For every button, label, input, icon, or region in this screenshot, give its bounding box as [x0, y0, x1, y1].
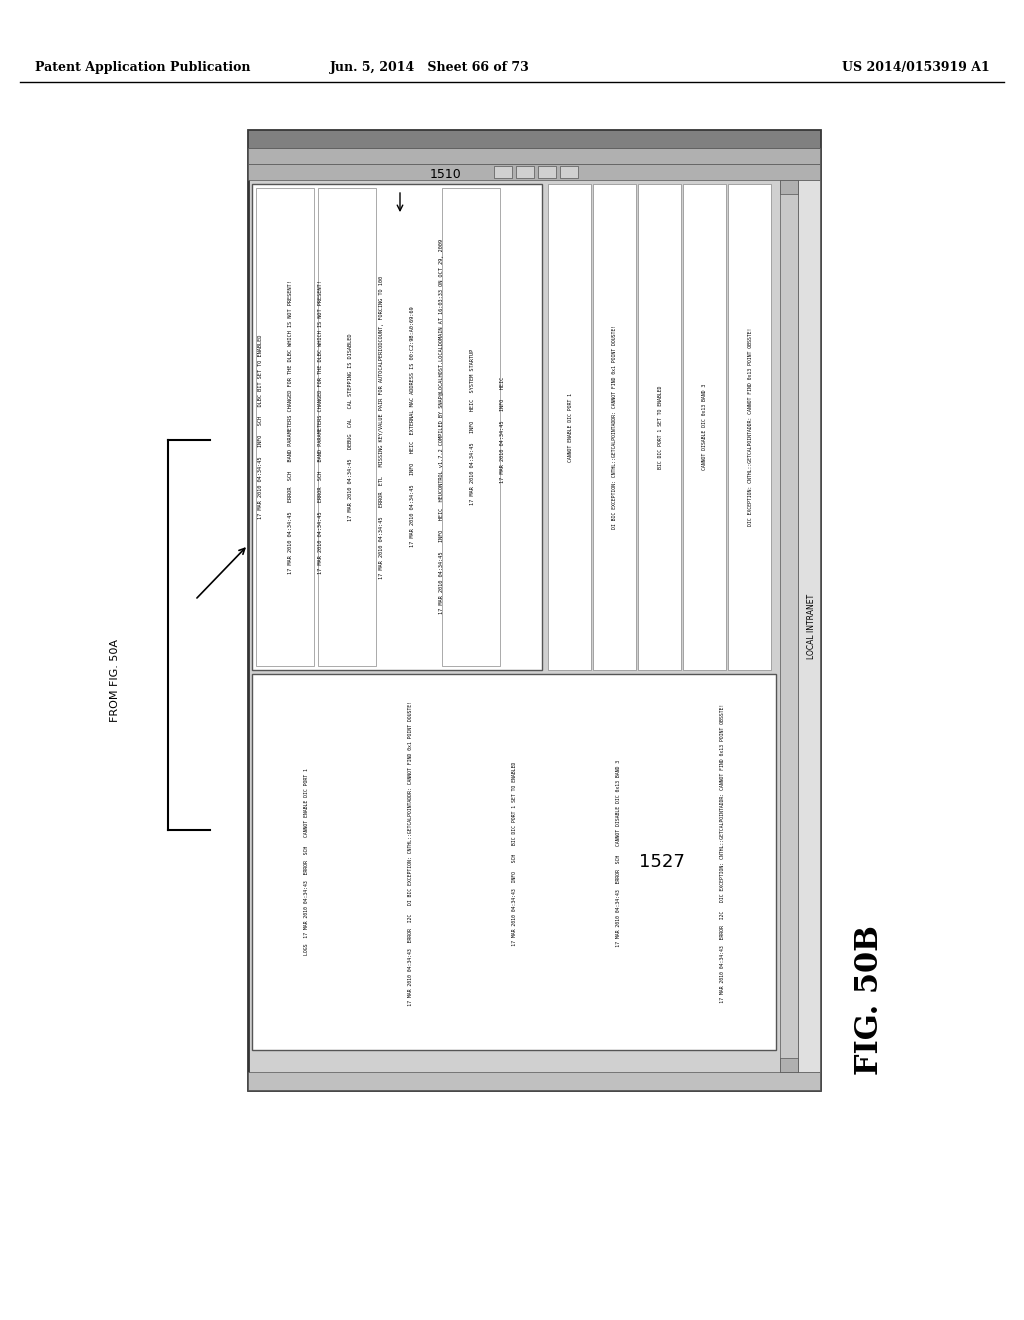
Text: 17 MAR 2010 04:34:45   DEBUG  CAL   CAL STEPPING IS DISABLED: 17 MAR 2010 04:34:45 DEBUG CAL CAL STEPP… [348, 333, 353, 521]
Bar [248, 1072, 820, 1090]
Bar [248, 129, 820, 1090]
Bar [560, 166, 578, 178]
Text: 17 MAR 2010 04:34:43  ERROR  I2C   DI BIC EXCEPTION: CNTHL::GETCALPOINTADDR: CAN: 17 MAR 2010 04:34:43 ERROR I2C DI BIC EX… [408, 701, 413, 1023]
Text: LOCAL INTRANET: LOCAL INTRANET [808, 594, 816, 659]
Text: 17 MAR 2010 04:34:45   ERROR  SCH   BAND PARAMETERS CHANGED FOR THE DLBC WHICH I: 17 MAR 2010 04:34:45 ERROR SCH BAND PARA… [288, 280, 293, 574]
Bar [538, 166, 556, 178]
Bar [252, 183, 542, 671]
Bar [252, 675, 776, 1049]
Bar [638, 183, 681, 671]
Text: 1527: 1527 [639, 853, 685, 871]
Bar [780, 180, 798, 194]
Bar [683, 183, 726, 671]
Bar [728, 183, 771, 671]
Text: DIC EXCEPTION: CNTHL::GETCALPOINTADDR: CANNOT FIND 0x13 POINT OBSSTE!: DIC EXCEPTION: CNTHL::GETCALPOINTADDR: C… [748, 327, 753, 527]
Bar [798, 180, 820, 1072]
Bar [248, 129, 820, 148]
Bar [593, 183, 636, 671]
Text: 17 MAR 2010 04:34:45   ERROR  SCH   BAND PARAMETERS CHANGED FOR THE DLBC WHICH I: 17 MAR 2010 04:34:45 ERROR SCH BAND PARA… [317, 280, 323, 574]
Text: Jun. 5, 2014   Sheet 66 of 73: Jun. 5, 2014 Sheet 66 of 73 [330, 62, 529, 74]
Text: BIC DIC PORT 1 SET TO ENABLED: BIC DIC PORT 1 SET TO ENABLED [657, 385, 663, 469]
Text: FROM FIG. 50A: FROM FIG. 50A [110, 639, 120, 722]
Bar [318, 187, 376, 667]
Text: 17 MAR 2010 04:34:45   INFO   HEIC: 17 MAR 2010 04:34:45 INFO HEIC [501, 371, 506, 483]
Text: 17 MAR 2010 04:34:43  ERROR  I2C   DIC EXCEPTION: CNTHL::GETCALPOINTADDR: CANNOT: 17 MAR 2010 04:34:43 ERROR I2C DIC EXCEP… [720, 704, 725, 1020]
Bar [548, 183, 591, 671]
Text: US 2014/0153919 A1: US 2014/0153919 A1 [843, 62, 990, 74]
Text: 17 MAR 2010 04:34:45   INFO   SCH   DLBC BIT SET TO ENABLED: 17 MAR 2010 04:34:45 INFO SCH DLBC BIT S… [257, 335, 262, 519]
Text: 17 MAR 2010 04:34:45   ERROR  ETL   MISSING KEY/VALUE PAIR FOR AUTOCALPERIODCOUN: 17 MAR 2010 04:34:45 ERROR ETL MISSING K… [379, 276, 384, 578]
Text: CANNOT DISABLE DIC 0x13 BAND 3: CANNOT DISABLE DIC 0x13 BAND 3 [702, 384, 708, 470]
Text: 17 MAR 2010 04:34:43  INFO   SCH   BIC DIC PORT 1 SET TO ENABLED: 17 MAR 2010 04:34:43 INFO SCH BIC DIC PO… [512, 762, 516, 962]
Bar [780, 1059, 798, 1072]
Bar [442, 187, 500, 667]
Text: Patent Application Publication: Patent Application Publication [35, 62, 251, 74]
Text: FIG. 50B: FIG. 50B [854, 925, 886, 1074]
Bar [248, 148, 820, 164]
Bar [494, 166, 512, 178]
Bar [780, 180, 798, 1072]
Text: CANNOT ENABLE DIC PORT 1: CANNOT ENABLE DIC PORT 1 [567, 392, 572, 462]
Text: LOGS  17 MAR 2010 04:34:43  ERROR  SCH   CANNOT ENABLE DIC PORT 1: LOGS 17 MAR 2010 04:34:43 ERROR SCH CANN… [303, 768, 308, 956]
Text: 17 MAR 2010 04:34:45   INFO   HEIC  SYSTEM STARTUP: 17 MAR 2010 04:34:45 INFO HEIC SYSTEM ST… [470, 348, 475, 506]
Text: 17 MAR 2010 04:34:43  ERROR  SCH   CANNOT DISABLE DIC 0x13 BAND 3: 17 MAR 2010 04:34:43 ERROR SCH CANNOT DI… [615, 760, 621, 964]
Bar [256, 187, 314, 667]
Text: 17 MAR 2010 04:34:45   INFO   HEIC  EXTERNAL MAC ADDRESS IS 00:C2:9B:A0:69:69: 17 MAR 2010 04:34:45 INFO HEIC EXTERNAL … [410, 306, 415, 548]
Text: DI BIC EXCEPTION: CNTHL::GETCALPOINTADDR: CANNOT FIND 0x1 POINT DOUSTE!: DI BIC EXCEPTION: CNTHL::GETCALPOINTADDR… [612, 325, 617, 529]
Text: 1510: 1510 [430, 169, 462, 181]
Bar [248, 164, 820, 180]
Bar [516, 166, 534, 178]
Text: 17 MAR 2010 04:34:45   INFO   HEIC  HEUCONTROL v1.7.2 COMPILED BY SNAP@LOCALHOST: 17 MAR 2010 04:34:45 INFO HEIC HEUCONTRO… [439, 239, 444, 615]
